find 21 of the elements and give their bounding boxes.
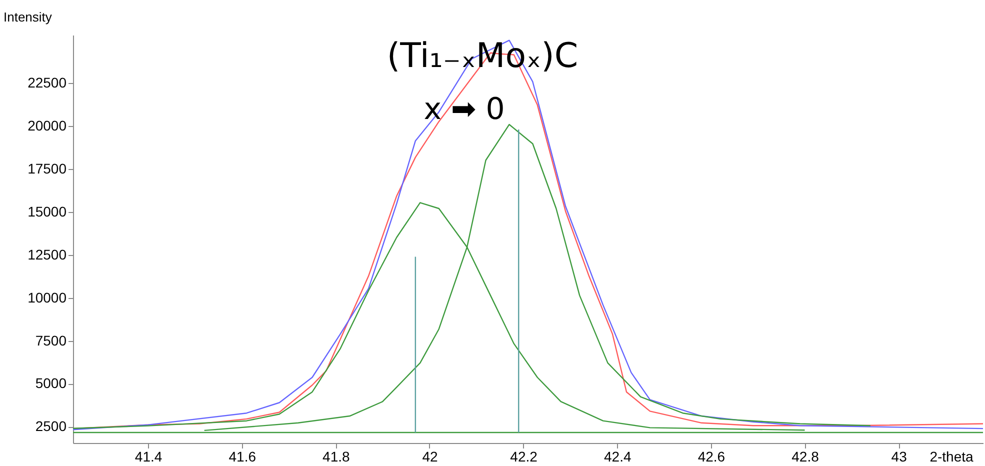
x-tick-label: 42.2 (510, 448, 538, 464)
x-tick-label: 41.6 (228, 448, 256, 464)
x-tick-label: 42.6 (698, 448, 726, 464)
x-tick-label: 42.4 (604, 448, 632, 464)
y-axis-title: Intensity (4, 10, 52, 24)
y-tick-label: 2500 (35, 418, 67, 434)
y-tick-label: 20000 (28, 118, 67, 134)
x-tick-label: 41.4 (134, 448, 162, 464)
x-tick-label: 42 (422, 448, 438, 464)
y-tick-label: 7500 (35, 332, 67, 348)
x-tick-label: 42.8 (792, 448, 820, 464)
annotation: x ➡ 0 (424, 92, 505, 127)
y-tick-label: 12500 (28, 246, 67, 262)
y-tick-label: 15000 (28, 203, 67, 220)
x-tick-label: 43 (891, 448, 908, 464)
y-tick-label: 10000 (28, 289, 67, 306)
y-tick-label: 22500 (28, 74, 67, 91)
y-tick-label: 17500 (28, 160, 67, 176)
x-axis-title: 2-theta (930, 448, 974, 464)
x-tick-label: 41.8 (322, 448, 350, 464)
y-tick-label: 5000 (35, 375, 67, 392)
